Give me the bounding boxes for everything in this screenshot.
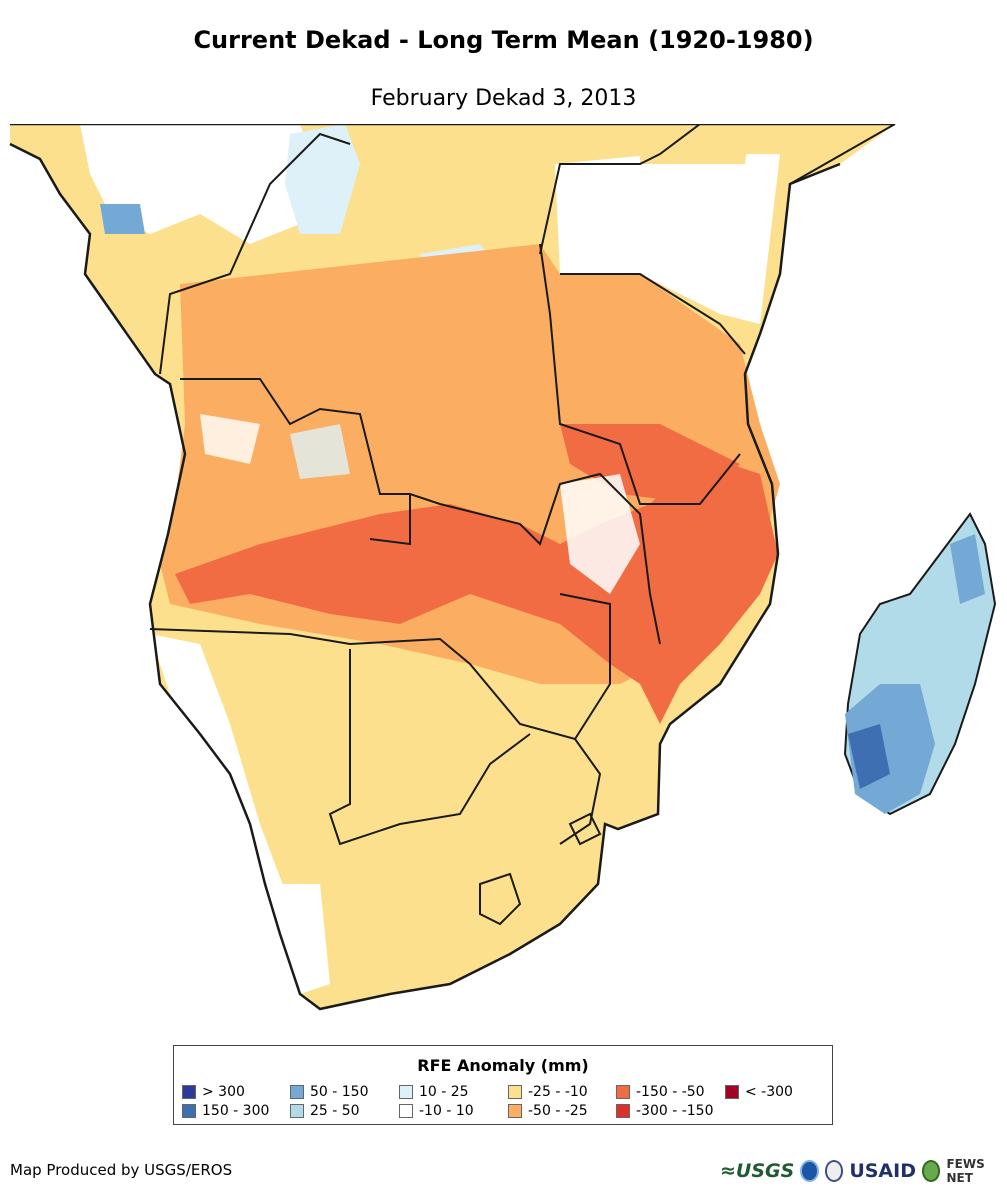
legend-label: 10 - 25: [419, 1084, 469, 1100]
legend-label: -50 - -25: [528, 1103, 588, 1119]
legend: RFE Anomaly (mm) > 300 150 - 300 50 - 15…: [173, 1045, 833, 1125]
legend-swatch: [290, 1085, 304, 1099]
fewsnet-logo: FEWS NET: [946, 1157, 985, 1185]
legend-swatch: [616, 1104, 630, 1118]
legend-title: RFE Anomaly (mm): [417, 1056, 589, 1075]
legend-label: 50 - 150: [310, 1084, 369, 1100]
legend-swatch: [290, 1104, 304, 1118]
legend-item: -150 - -50: [616, 1084, 705, 1100]
legend-item: -300 - -150: [616, 1103, 714, 1119]
legend-swatch: [725, 1085, 739, 1099]
dhs-seal-icon: [824, 1160, 844, 1182]
legend-item: 150 - 300: [182, 1103, 269, 1119]
fewsnet-globe-icon: [921, 1160, 941, 1182]
legend-label: -300 - -150: [636, 1103, 714, 1119]
agency-logos: ≈USGS USAID FEWS NET: [720, 1156, 1002, 1186]
legend-item: < -300: [725, 1084, 793, 1100]
legend-label: < -300: [745, 1084, 793, 1100]
legend-swatch: [399, 1085, 413, 1099]
legend-swatch: [182, 1085, 196, 1099]
usaid-logo: USAID: [849, 1160, 916, 1182]
map-subtitle: February Dekad 3, 2013: [370, 86, 637, 111]
country-borders: [149, 124, 896, 926]
legend-item: -25 - -10: [508, 1084, 588, 1100]
legend-swatch: [616, 1085, 630, 1099]
legend-item: -10 - 10: [399, 1103, 474, 1119]
legend-item: 50 - 150: [290, 1084, 369, 1100]
anomaly-map: [0, 124, 1007, 1024]
legend-label: > 300: [202, 1084, 245, 1100]
legend-item: 10 - 25: [399, 1084, 469, 1100]
legend-item: -50 - -25: [508, 1103, 588, 1119]
legend-label: -25 - -10: [528, 1084, 588, 1100]
legend-label: -150 - -50: [636, 1084, 705, 1100]
legend-swatch: [399, 1104, 413, 1118]
usgs-logo: ≈USGS: [720, 1160, 795, 1182]
legend-label: 25 - 50: [310, 1103, 360, 1119]
legend-label: 150 - 300: [202, 1103, 270, 1119]
legend-swatch: [508, 1085, 522, 1099]
legend-item: > 300: [182, 1084, 245, 1100]
credit-text: Map Produced by USGS/EROS: [10, 1161, 233, 1179]
legend-item: 25 - 50: [290, 1103, 360, 1119]
legend-swatch: [508, 1104, 522, 1118]
legend-swatch: [182, 1104, 196, 1118]
noaa-logo-icon: [800, 1160, 819, 1182]
legend-label: -10 - 10: [419, 1103, 474, 1119]
map-title: Current Dekad - Long Term Mean (1920-198…: [193, 26, 814, 54]
